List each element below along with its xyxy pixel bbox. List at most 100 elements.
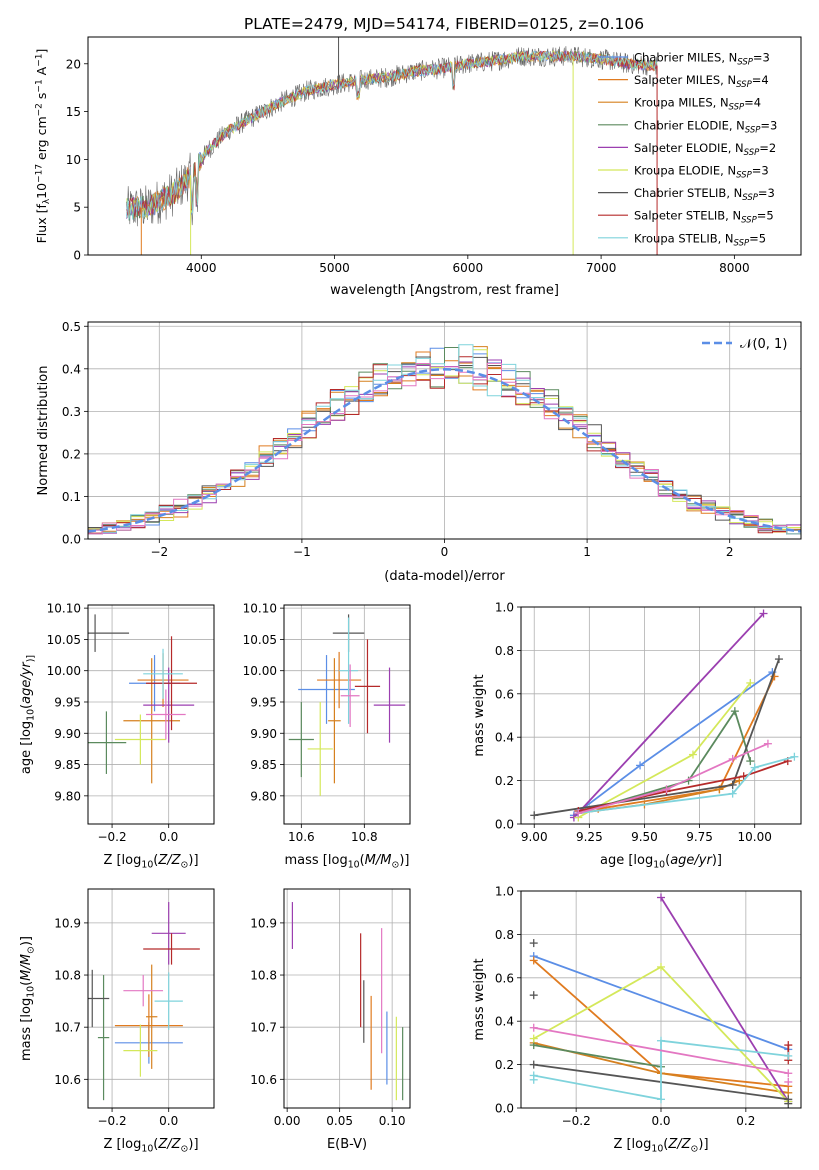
- y-tick-label: 10.6: [250, 1073, 277, 1087]
- axes-frame: [87, 321, 802, 540]
- y-tick-label: 0.0: [495, 1102, 514, 1116]
- x-tick-label: 0.10: [379, 1114, 406, 1128]
- y-axis-label: Normed distribution: [36, 366, 51, 496]
- spectrum-panel: 4000 5000 6000 7000 8000 0 5 10 15 20 wavelength […: [34, 36, 802, 298]
- y-tick-label: 9.95: [250, 695, 277, 709]
- x-tick-label: 0.00: [274, 1114, 301, 1128]
- weight-series-line: [533, 1039, 789, 1101]
- x-tick-label: 8000: [719, 261, 750, 275]
- y-tick-label: 10.9: [54, 916, 81, 930]
- y-tick-label: 5: [73, 201, 81, 215]
- legend: 𝒩(0, 1): [702, 337, 787, 352]
- errorbars: [88, 614, 198, 784]
- x-tick-label: −2: [150, 545, 168, 559]
- x-tick-label: 9.00: [521, 830, 548, 844]
- legend-label: Salpeter MILES, NSSP=4: [634, 73, 769, 90]
- axes-frame: [520, 606, 802, 825]
- y-tick-label: 10.7: [250, 1021, 277, 1035]
- legend-label: Chabrier STELIB, NSSP=3: [634, 186, 775, 203]
- x-axis-label: Z [log10(Z/Z⊙)]: [103, 1137, 198, 1154]
- y-tick-label: 20: [66, 57, 81, 71]
- x-tick-label: 9.25: [576, 830, 603, 844]
- x-tick-label: 0.0: [651, 1114, 670, 1128]
- weight-series-line: [578, 742, 769, 814]
- y-tick-label: 0: [73, 249, 81, 263]
- x-tick-label: 1: [583, 545, 591, 559]
- y-tick-label: 9.80: [54, 789, 81, 803]
- weight-series-line: [573, 612, 765, 819]
- y-tick-label: 10.05: [243, 633, 277, 647]
- weight-vs-age-panel: 9.00 9.25 9.50 9.75 10.00 0.0 0.2 0.4 0.6 0.8 1.0 a…: [472, 601, 802, 870]
- x-tick-label: 0.0: [159, 830, 178, 844]
- x-axis-label: Z [log10(Z/Z⊙)]: [103, 853, 198, 870]
- weight-lines: [529, 893, 793, 1108]
- mass-vs-ebv-panel: 0.00 0.05 0.10 10.6 10.7 10.8 10.9 E(B-V): [250, 888, 411, 1152]
- x-tick-label: −0.2: [97, 1114, 126, 1128]
- y-tick-label: 1.0: [495, 885, 514, 899]
- errorbars: [288, 614, 406, 796]
- y-tick-label: 9.80: [250, 789, 277, 803]
- x-axis-label: Z [log10(Z/Z⊙)]: [613, 1137, 708, 1154]
- y-axis-label: mass weight: [472, 958, 487, 1040]
- axes-frame: [283, 604, 411, 825]
- x-tick-label: 0.05: [326, 1114, 353, 1128]
- y-tick-label: 15: [66, 105, 81, 119]
- y-tick-label: 10.8: [250, 969, 277, 983]
- x-axis-label: age [log10(age/yr)]: [600, 853, 722, 870]
- x-tick-label: −0.2: [97, 830, 126, 844]
- y-axis-label: age [log10(age/yr)]: [19, 655, 36, 774]
- spectrum-lines: [126, 37, 658, 255]
- y-tick-label: 1.0: [495, 601, 514, 615]
- weight-series-line: [578, 760, 789, 812]
- axes-frame: [520, 890, 802, 1109]
- y-tick-label: 0.0: [495, 818, 514, 832]
- y-tick-label: 10.9: [250, 916, 277, 930]
- x-tick-label: 0.2: [736, 1114, 755, 1128]
- histograms: [88, 344, 801, 539]
- y-tick-label: 9.95: [54, 695, 81, 709]
- weight-series-line: [578, 709, 752, 814]
- x-tick-label: 4000: [186, 261, 217, 275]
- x-tick-label: −1: [293, 545, 311, 559]
- y-tick-label: 0.6: [495, 687, 514, 701]
- legend: Chabrier MILES, NSSP=3 Salpeter MILES, NS…: [598, 51, 777, 248]
- legend-label: Kroupa MILES, NSSP=4: [634, 96, 761, 113]
- x-tick-label: 6000: [453, 261, 484, 275]
- y-tick-label: 0.4: [62, 362, 81, 376]
- legend-label: 𝒩(0, 1): [740, 337, 787, 352]
- y-tick-label: 0.2: [495, 1058, 514, 1072]
- legend-label: Kroupa STELIB, NSSP=5: [634, 231, 766, 248]
- legend-label: Chabrier ELODIE, NSSP=3: [634, 118, 777, 135]
- y-tick-label: 0.8: [495, 644, 514, 658]
- x-tick-label: 0: [441, 545, 449, 559]
- y-axis-label: Flux [fλ10−17 erg cm−2 s−1 A−1]: [34, 49, 52, 244]
- y-tick-label: 10.8: [54, 969, 81, 983]
- y-tick-label: 9.90: [250, 727, 277, 741]
- y-axis-label: mass [log10(M/M⊙)]: [19, 936, 36, 1061]
- weight-series-line: [533, 1026, 789, 1075]
- age-vs-mass-panel: 10.6 10.8 9.80 9.85 9.90 9.95 10.00 10.05 10.10 m…: [243, 602, 411, 870]
- weight-series-line: [578, 755, 795, 814]
- y-tick-label: 10.6: [54, 1073, 81, 1087]
- y-tick-label: 10.05: [47, 633, 81, 647]
- x-tick-label: 9.75: [686, 830, 713, 844]
- x-axis-label: (data-model)/error: [384, 569, 505, 584]
- y-tick-label: 9.90: [54, 727, 81, 741]
- y-tick-label: 10: [66, 153, 81, 167]
- y-tick-label: 9.85: [54, 758, 81, 772]
- x-tick-label: 5000: [319, 261, 350, 275]
- x-tick-label: 9.50: [631, 830, 658, 844]
- x-axis-label: wavelength [Angstrom, rest frame]: [330, 283, 559, 298]
- x-tick-label: 10.6: [288, 830, 315, 844]
- legend-label: Chabrier MILES, NSSP=3: [634, 51, 770, 68]
- y-tick-label: 0.5: [62, 320, 81, 334]
- y-tick-label: 10.7: [54, 1021, 81, 1035]
- y-axis-label: mass weight: [472, 674, 487, 756]
- weight-vs-z-panel: −0.2 0.0 0.2 0.0 0.2 0.4 0.6 0.8 1.0 Z [log10(Z/Z…: [472, 885, 802, 1154]
- residual-panel: −2 −1 0 1 2 0.0 0.1 0.2 0.3 0.4 0.5 (data-model)/er…: [36, 320, 802, 584]
- histogram-series: [88, 362, 801, 539]
- y-tick-label: 0.0: [62, 533, 81, 547]
- x-tick-label: −0.2: [562, 1114, 591, 1128]
